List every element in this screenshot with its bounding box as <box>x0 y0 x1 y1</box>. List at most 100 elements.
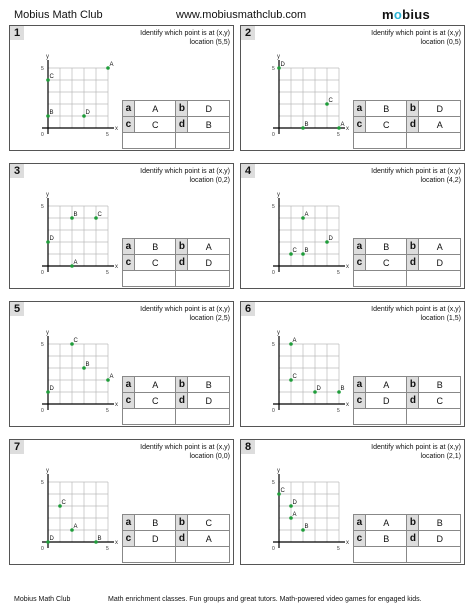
point-label: A <box>293 512 297 518</box>
choice-option[interactable]: C <box>364 116 408 133</box>
choice-option[interactable]: B <box>418 376 461 393</box>
answer-blank[interactable] <box>406 270 461 287</box>
choice-option[interactable]: A <box>187 238 230 255</box>
y-tick-label: 5 <box>41 66 44 72</box>
choice-option[interactable]: D <box>187 254 230 271</box>
choice-option[interactable]: B <box>187 116 230 133</box>
point-label: D <box>329 236 334 242</box>
point-label: C <box>293 248 298 254</box>
choice-option[interactable]: A <box>364 514 408 531</box>
choice-option[interactable]: A <box>133 100 177 117</box>
point-label: B <box>305 248 309 254</box>
plot-point <box>70 264 74 268</box>
site-url[interactable]: www.mobiusmathclub.com <box>176 9 307 21</box>
origin-label: 0 <box>41 546 44 552</box>
answer-blank[interactable] <box>121 132 177 149</box>
choice-letter: b <box>175 100 189 117</box>
plot-point <box>46 240 50 244</box>
answer-blank[interactable] <box>121 270 177 287</box>
choice-option[interactable]: C <box>133 116 177 133</box>
choice-option[interactable]: D <box>418 100 461 117</box>
choice-option[interactable]: B <box>364 238 408 255</box>
choice-letter: b <box>406 100 420 117</box>
choice-option[interactable]: D <box>133 530 177 547</box>
choice-option[interactable]: D <box>418 254 461 271</box>
coordinate-graph: x y 0 5 5 A B C D <box>41 54 118 138</box>
point-label: B <box>98 536 102 542</box>
answer-blank[interactable] <box>121 408 177 425</box>
point-label: D <box>86 110 91 116</box>
choice-option[interactable]: C <box>418 392 461 409</box>
choice-option[interactable]: C <box>133 254 177 271</box>
x-tick-label: 5 <box>106 546 109 552</box>
answer-blank[interactable] <box>121 546 177 563</box>
answer-blank[interactable] <box>175 546 230 563</box>
point-label: A <box>293 338 297 344</box>
choice-option[interactable]: A <box>133 376 177 393</box>
choice-option[interactable]: B <box>364 530 408 547</box>
problem-panel: 3 Identify which point is at (x,y) locatio… <box>9 163 234 289</box>
question-text: Identify which point is at (x,y) location… <box>98 167 230 185</box>
answer-blank[interactable] <box>406 132 461 149</box>
plot-point <box>70 342 74 346</box>
choice-option[interactable]: A <box>418 116 461 133</box>
problem-number: 3 <box>10 164 24 178</box>
y-tick-label: 5 <box>272 66 275 72</box>
point-label: B <box>86 362 90 368</box>
y-tick-label: 5 <box>41 204 44 210</box>
plot-point <box>313 390 317 394</box>
choice-option[interactable]: A <box>418 238 461 255</box>
choice-letter: c <box>353 116 366 133</box>
choice-letter: b <box>406 376 420 393</box>
answer-blank[interactable] <box>175 270 230 287</box>
answer-blank[interactable] <box>352 546 408 563</box>
point-label: A <box>110 62 114 68</box>
choice-letter: a <box>122 100 135 117</box>
coordinate-graph: x y 0 5 5 C B A D <box>41 330 118 414</box>
origin-label: 0 <box>272 408 275 414</box>
choice-option[interactable]: C <box>133 392 177 409</box>
question-text: Identify which point is at (x,y) location… <box>329 305 461 323</box>
choice-option[interactable]: C <box>187 514 230 531</box>
plot-point <box>289 516 293 520</box>
choice-option[interactable]: A <box>364 376 408 393</box>
choice-option[interactable]: D <box>187 100 230 117</box>
answer-blank[interactable] <box>352 408 408 425</box>
choice-option[interactable]: A <box>187 530 230 547</box>
choice-option[interactable]: C <box>364 254 408 271</box>
y-axis-label: y <box>277 330 280 336</box>
choice-option[interactable]: B <box>133 514 177 531</box>
choice-option[interactable]: D <box>187 392 230 409</box>
choice-letter: d <box>406 116 420 133</box>
choice-option[interactable]: B <box>133 238 177 255</box>
choice-letter: d <box>175 116 189 133</box>
choice-option[interactable]: B <box>364 100 408 117</box>
answer-blank[interactable] <box>175 132 230 149</box>
problem-panel: 4 Identify which point is at (x,y) locatio… <box>240 163 465 289</box>
plot-point <box>70 216 74 220</box>
choice-option[interactable]: D <box>364 392 408 409</box>
answer-blank[interactable] <box>352 270 408 287</box>
choice-letter: d <box>406 530 420 547</box>
question-location: location (4,2) <box>420 177 461 184</box>
problem-number: 4 <box>241 164 255 178</box>
answer-blank[interactable] <box>406 408 461 425</box>
plot-point <box>82 366 86 370</box>
choice-letter: b <box>406 238 420 255</box>
answer-blank[interactable] <box>175 408 230 425</box>
x-tick-label: 5 <box>337 270 340 276</box>
page-header: Mobius Math Club www.mobiusmathclub.com … <box>0 0 474 24</box>
choice-option[interactable]: B <box>187 376 230 393</box>
origin-label: 0 <box>41 408 44 414</box>
answer-blank-row <box>352 270 461 287</box>
choice-option[interactable]: D <box>418 530 461 547</box>
question-text: Identify which point is at (x,y) location… <box>98 29 230 47</box>
point-label: C <box>281 488 286 494</box>
answer-blank[interactable] <box>352 132 408 149</box>
choice-option[interactable]: B <box>418 514 461 531</box>
question-line: Identify which point is at (x,y) <box>371 306 461 313</box>
answer-blank[interactable] <box>406 546 461 563</box>
problem-number: 8 <box>241 440 255 454</box>
